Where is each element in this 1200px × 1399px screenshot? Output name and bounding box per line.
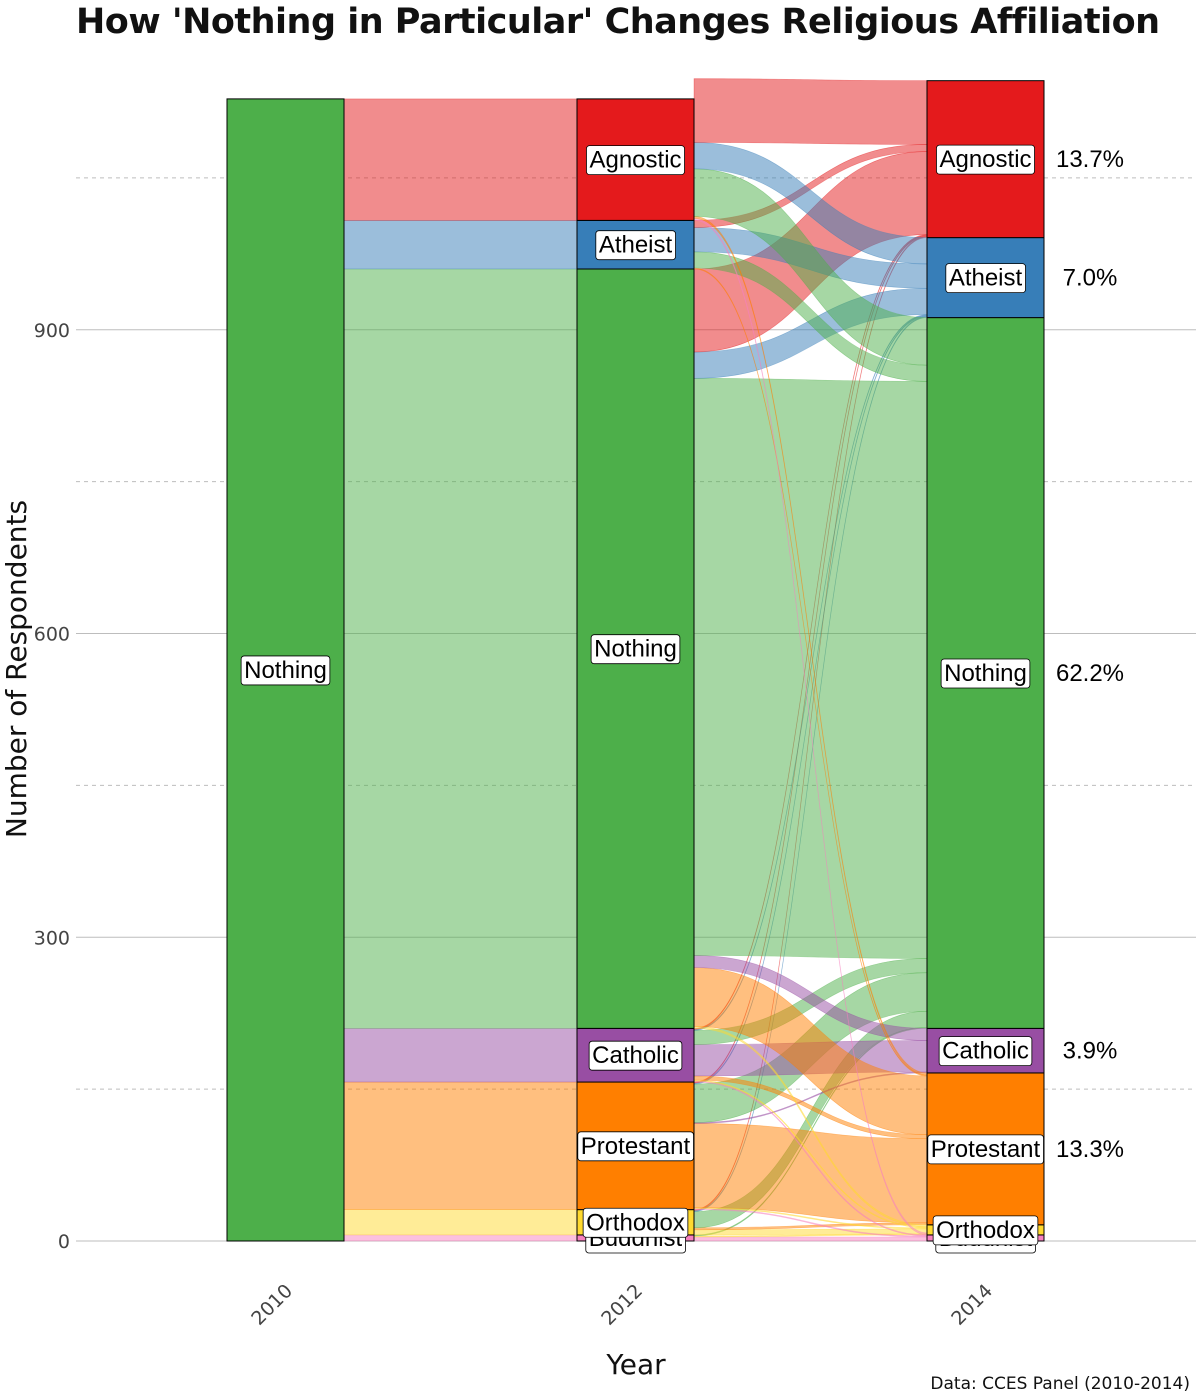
percent-label-atheist: 7.0% [1063,265,1118,292]
label-box [590,634,681,665]
label-text: Protestant [581,1133,691,1160]
label-text: Agnostic [589,147,681,174]
stratum-label-nothing-2014: Nothing [940,658,1031,689]
x-tick-label-2012: 2012 [597,1280,647,1330]
flow-nothing-to-orthodox-2010-2012 [343,1209,578,1236]
stratum-label-agnostic-2012: Agnostic [586,145,685,176]
label-text: Orthodox [936,1217,1035,1244]
label-text: Nothing [244,657,327,684]
flow-nothing-to-nothing-2012-2014 [693,378,928,959]
flow-nothing-to-agnostic-2010-2012 [343,98,578,221]
label-text: Catholic [942,1038,1029,1065]
label-box [586,145,685,176]
label-text: Protestant [931,1136,1041,1163]
flow-buddhist-to-buddhist-2012-2014 [693,1236,928,1242]
label-box [240,655,331,686]
stratum-labels: NothingBuddhistOrthodoxProtestantCatholi… [240,144,1124,1254]
flow-agnostic-to-agnostic-2012-2014 [693,78,928,145]
percent-label-protestant: 13.3% [1056,1136,1124,1163]
label-box [577,1131,694,1162]
stratum-label-orthodox-2012: Orthodox [582,1207,689,1238]
chart-title: How 'Nothing in Particular' Changes Reli… [76,2,1160,42]
label-box [595,230,676,261]
label-text: Atheist [599,232,673,259]
stratum-label-protestant-2012: Protestant [577,1131,694,1162]
stratum-label-nothing-2010: Nothing [240,655,331,686]
label-box [938,1036,1033,1067]
label-text: Nothing [594,636,677,663]
label-text: Catholic [592,1042,679,1069]
y-tick-label-900: 900 [34,320,70,342]
y-tick-label-300: 300 [34,927,70,949]
data-source-caption: Data: CCES Panel (2010-2014) [930,1374,1190,1394]
label-box [936,144,1035,175]
label-box [927,1134,1044,1165]
flow-nothing-to-nothing-2010-2012 [343,268,578,1029]
y-tick-label-600: 600 [34,624,70,646]
stratum-label-protestant-2014: Protestant [927,1134,1044,1165]
label-box [932,1215,1039,1246]
label-box [588,1040,683,1071]
stratum-label-atheist-2014: Atheist [945,263,1026,294]
label-text: Nothing [944,660,1027,687]
stratum-label-atheist-2012: Atheist [595,230,676,261]
stratum-label-agnostic-2014: Agnostic [936,144,1035,175]
label-box [940,658,1031,689]
stratum-label-orthodox-2014: Orthodox [932,1215,1039,1246]
y-axis-title: Number of Respondents [0,500,33,838]
stratum-label-nothing-2012: Nothing [590,634,681,665]
stratum-label-catholic-2012: Catholic [588,1040,683,1071]
flow-protestant-to-protestant-2012-2014 [693,1123,928,1224]
flow-ribbons [343,78,928,1242]
x-tick-label-2010: 2010 [247,1280,297,1330]
x-axis-title: Year [605,1348,666,1381]
label-box [582,1207,689,1238]
label-box [945,263,1026,294]
flow-nothing-to-protestant-2010-2012 [343,1081,578,1210]
flow-nothing-to-buddhist-2010-2012 [343,1234,578,1242]
y-tick-label-0: 0 [58,1231,70,1253]
flow-nothing-to-atheist-2010-2012 [343,220,578,270]
percent-label-catholic: 3.9% [1063,1038,1118,1065]
percent-label-nothing: 62.2% [1056,660,1124,687]
label-text: Atheist [949,265,1023,292]
label-text: Agnostic [939,146,1031,173]
percent-label-agnostic: 13.7% [1056,146,1124,173]
stratum-label-catholic-2014: Catholic [938,1036,1033,1067]
x-tick-label-2014: 2014 [947,1280,997,1330]
label-text: Orthodox [586,1209,685,1236]
flow-nothing-to-catholic-2010-2012 [343,1028,578,1083]
